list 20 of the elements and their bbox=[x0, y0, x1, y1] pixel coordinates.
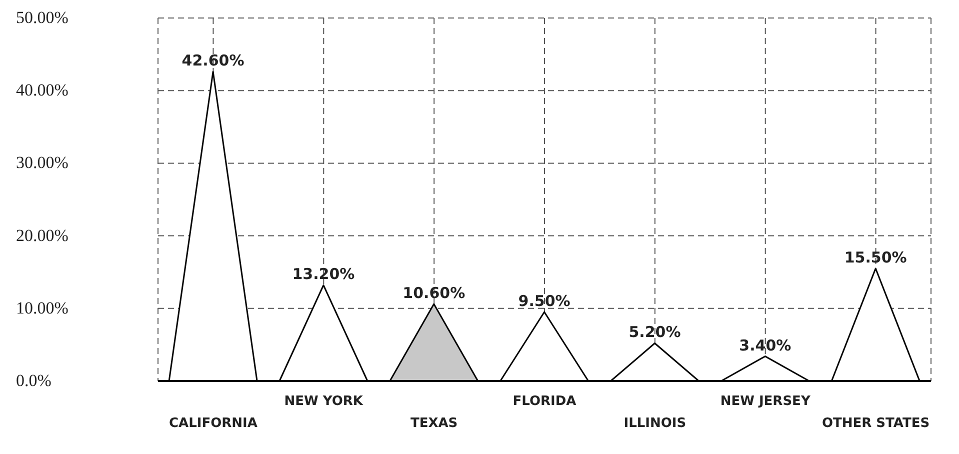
data-label: 42.60% bbox=[182, 52, 244, 70]
x-tick-label: NEW YORK bbox=[284, 394, 364, 409]
x-tick-label: OTHER STATES bbox=[822, 416, 930, 431]
y-tick-label: 0.0% bbox=[16, 371, 52, 390]
data-label: 10.60% bbox=[402, 284, 466, 302]
y-tick-label: 50.00% bbox=[16, 8, 68, 27]
data-label: 5.20% bbox=[628, 323, 681, 342]
y-tick-label: 20.00% bbox=[16, 226, 68, 245]
y-tick-label: 40.00% bbox=[16, 80, 68, 100]
data-label: 9.50% bbox=[518, 292, 570, 310]
x-tick-label: ILLINOIS bbox=[624, 416, 686, 431]
y-tick-label: 10.00% bbox=[16, 298, 68, 318]
data-label: 15.50% bbox=[844, 248, 907, 266]
x-tick-label: TEXAS bbox=[410, 416, 458, 431]
x-tick-label: NEW JERSEY bbox=[720, 394, 811, 409]
data-label: 3.40% bbox=[739, 336, 792, 354]
data-label: 13.20% bbox=[292, 265, 355, 284]
x-tick-label: CALIFORNIA bbox=[168, 416, 258, 431]
y-tick-label: 30.00% bbox=[16, 153, 68, 172]
x-tick-label: FLORIDA bbox=[512, 394, 576, 409]
